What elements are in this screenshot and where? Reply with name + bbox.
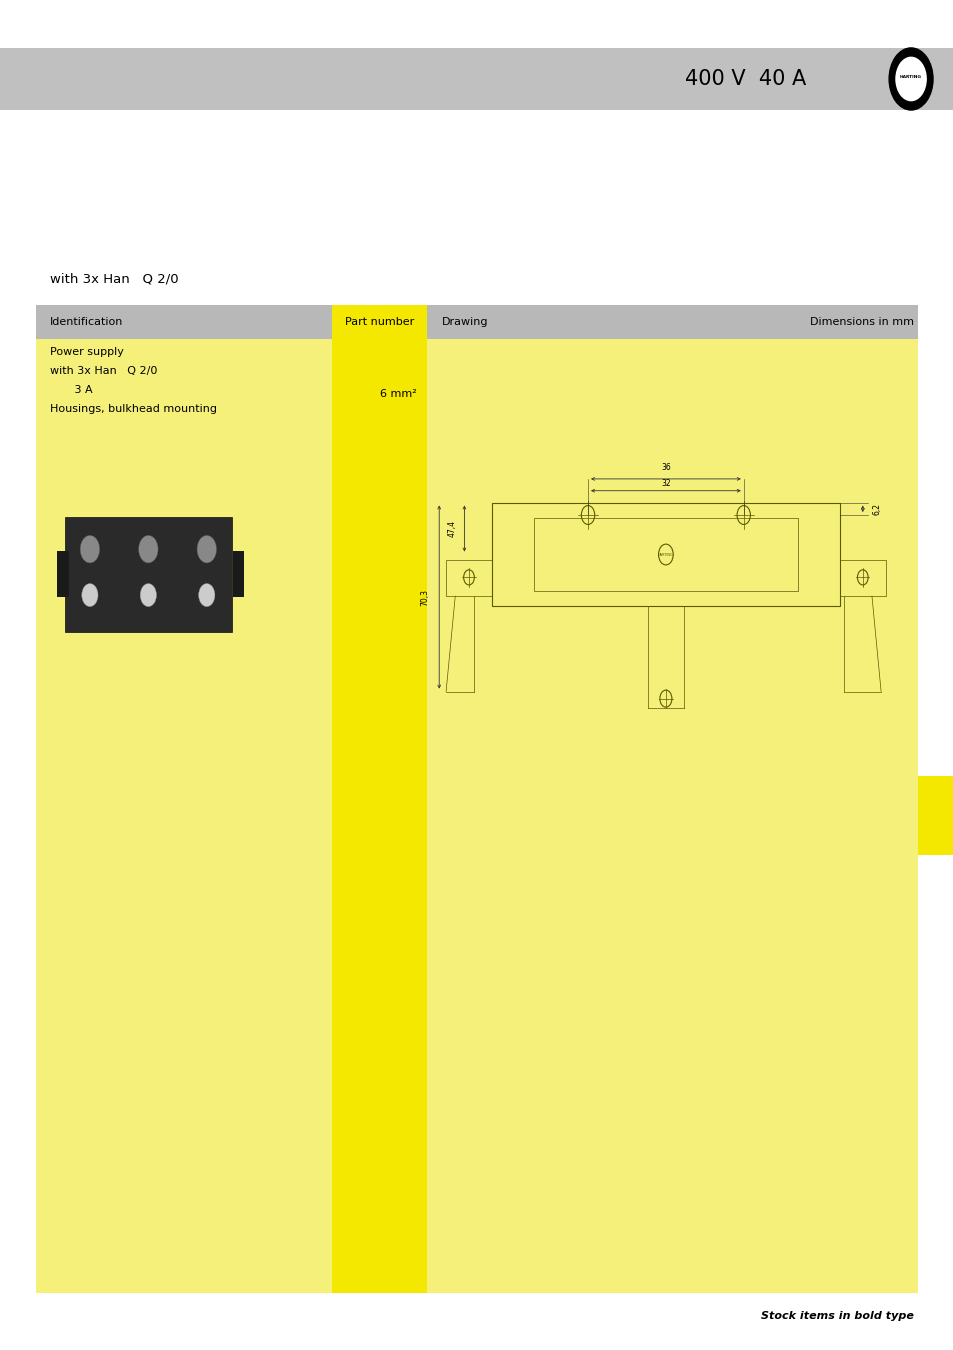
Text: Part number: Part number [345, 317, 414, 327]
Circle shape [197, 536, 216, 563]
Bar [233, 551, 244, 597]
Text: 6 mm²: 6 mm² [379, 389, 416, 400]
Circle shape [888, 47, 932, 109]
Circle shape [140, 583, 156, 606]
Text: HARTING: HARTING [658, 552, 673, 556]
Text: with 3x Han   Q 2/0: with 3x Han Q 2/0 [50, 273, 178, 286]
Circle shape [198, 583, 214, 606]
Text: HARTING: HARTING [899, 76, 922, 80]
Bar [917, 776, 953, 855]
Circle shape [80, 536, 99, 563]
Text: Identification: Identification [50, 317, 123, 327]
Text: Housings, bulkhead mounting: Housings, bulkhead mounting [50, 404, 216, 413]
Bar [65, 517, 232, 632]
Text: 3 A: 3 A [50, 385, 92, 394]
Text: Drawing: Drawing [441, 317, 488, 327]
Bar [839, 560, 884, 597]
Text: 400 V  40 A: 400 V 40 A [684, 69, 805, 89]
Bar [533, 518, 798, 591]
Bar [57, 551, 69, 597]
Circle shape [82, 583, 98, 606]
Text: Power supply: Power supply [50, 347, 123, 356]
Bar [492, 502, 839, 606]
Text: Dimensions in mm: Dimensions in mm [809, 317, 913, 327]
Text: 70,3: 70,3 [420, 589, 429, 606]
Text: 36: 36 [660, 463, 670, 472]
Text: 47,4: 47,4 [447, 520, 456, 537]
Bar [0, 47, 953, 111]
Text: Stock items in bold type: Stock items in bold type [760, 1311, 913, 1322]
Text: with 3x Han   Q 2/0: with 3x Han Q 2/0 [50, 366, 157, 375]
Circle shape [138, 536, 158, 563]
Bar [446, 560, 492, 597]
Bar [36, 305, 917, 339]
Text: 32: 32 [660, 479, 670, 489]
Bar [332, 305, 427, 1293]
Circle shape [894, 57, 926, 101]
Text: 6,2: 6,2 [871, 502, 881, 514]
Bar [36, 339, 917, 1293]
